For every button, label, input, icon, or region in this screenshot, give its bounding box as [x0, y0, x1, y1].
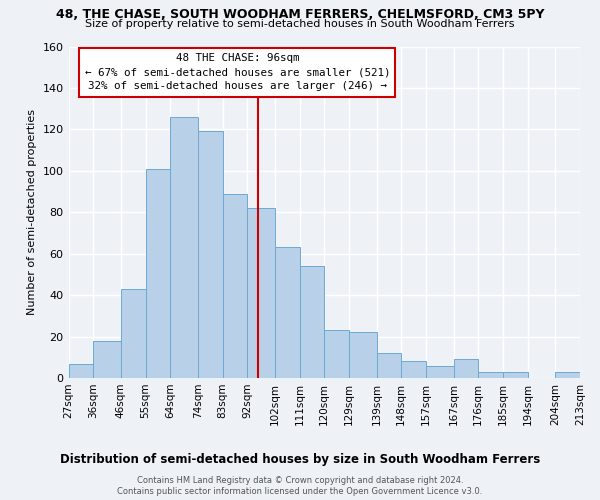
Text: Distribution of semi-detached houses by size in South Woodham Ferrers: Distribution of semi-detached houses by …: [60, 452, 540, 466]
Bar: [503, 372, 528, 378]
Bar: [146, 168, 170, 378]
Text: 48 THE CHASE: 96sqm
← 67% of semi-detached houses are smaller (521)
32% of semi-: 48 THE CHASE: 96sqm ← 67% of semi-detach…: [85, 53, 390, 91]
Bar: [555, 372, 580, 378]
Text: Contains public sector information licensed under the Open Government Licence v3: Contains public sector information licen…: [118, 488, 482, 496]
Bar: [401, 362, 426, 378]
Text: 48, THE CHASE, SOUTH WOODHAM FERRERS, CHELMSFORD, CM3 5PY: 48, THE CHASE, SOUTH WOODHAM FERRERS, CH…: [56, 8, 544, 20]
Bar: [324, 330, 349, 378]
Bar: [170, 117, 198, 378]
Bar: [223, 194, 247, 378]
Bar: [275, 248, 299, 378]
Bar: [299, 266, 324, 378]
Text: Contains HM Land Registry data © Crown copyright and database right 2024.: Contains HM Land Registry data © Crown c…: [137, 476, 463, 485]
Bar: [198, 132, 223, 378]
Bar: [426, 366, 454, 378]
Y-axis label: Number of semi-detached properties: Number of semi-detached properties: [27, 110, 37, 316]
Bar: [247, 208, 275, 378]
Bar: [121, 289, 146, 378]
Bar: [349, 332, 377, 378]
Bar: [93, 340, 121, 378]
Text: Size of property relative to semi-detached houses in South Woodham Ferrers: Size of property relative to semi-detach…: [85, 19, 515, 29]
Bar: [478, 372, 503, 378]
Bar: [68, 364, 93, 378]
Bar: [377, 353, 401, 378]
Bar: [454, 360, 478, 378]
